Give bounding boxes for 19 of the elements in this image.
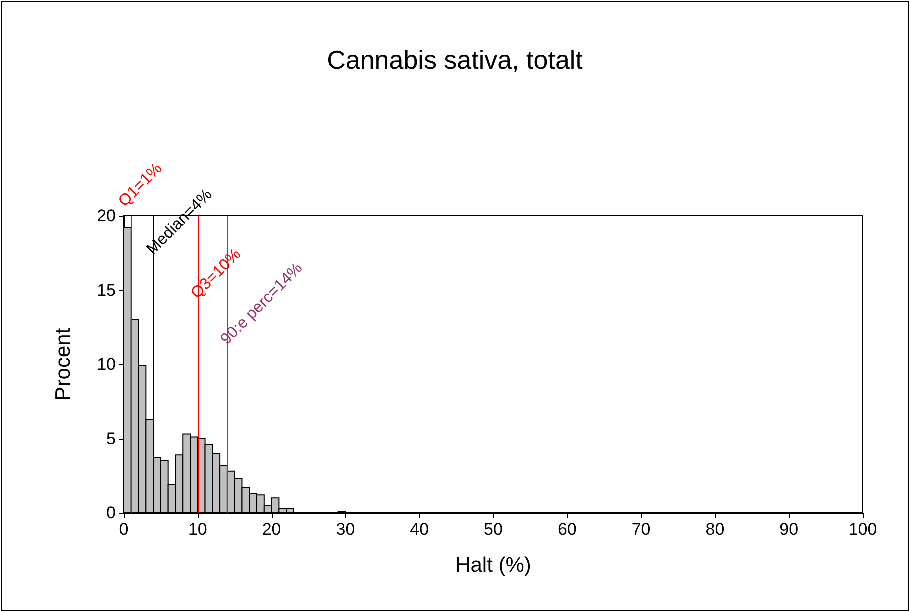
x-tick-label: 80 <box>706 520 725 539</box>
x-tick-label: 20 <box>262 520 282 539</box>
y-tick-label: 5 <box>106 429 116 448</box>
x-tick-label: 10 <box>188 520 208 539</box>
x-tick-label: 60 <box>558 520 577 539</box>
chart-title: Cannabis sativa, totalt <box>327 45 584 75</box>
x-tick-label: 90 <box>780 520 799 539</box>
x-tick-label: 50 <box>484 520 503 539</box>
y-tick-label: 20 <box>97 206 116 226</box>
x-tick-label: 30 <box>336 520 356 539</box>
x-axis-title: Halt (%) <box>456 554 532 577</box>
x-tick-label: 70 <box>632 520 651 539</box>
y-axis-title: Procent <box>52 328 75 401</box>
y-tick-label: 15 <box>97 280 116 300</box>
x-tick-label: 40 <box>410 520 430 539</box>
y-tick-label: 0 <box>106 504 116 522</box>
y-tick-label: 10 <box>97 355 116 374</box>
x-tick-label: 100 <box>848 520 878 539</box>
x-tick-label: 0 <box>119 520 129 539</box>
